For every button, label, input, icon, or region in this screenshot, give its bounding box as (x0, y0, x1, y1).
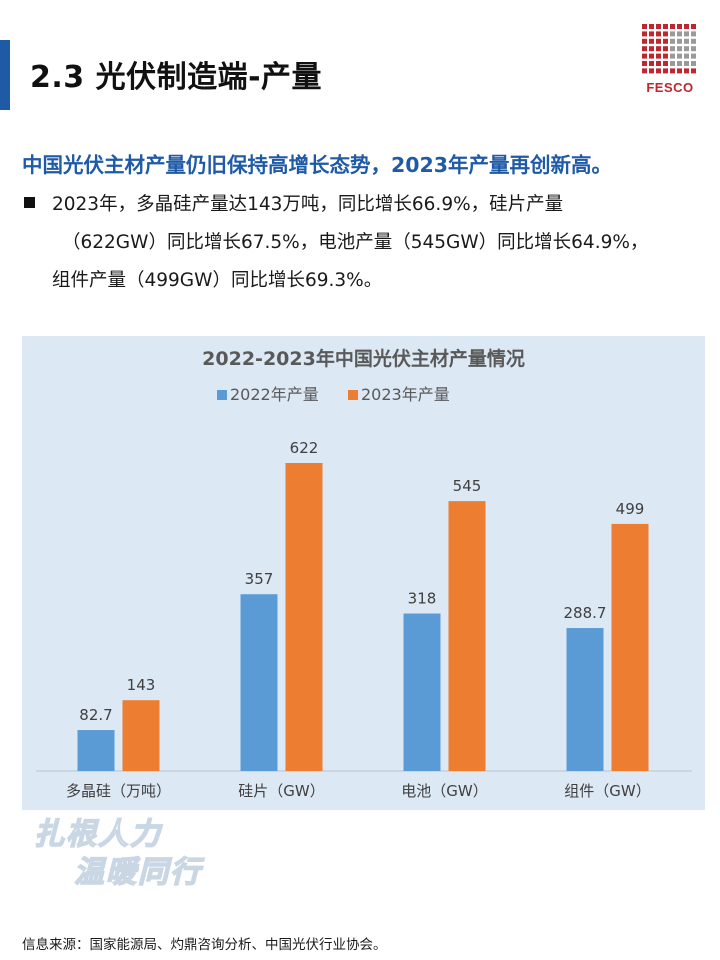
bar (611, 523, 649, 771)
data-label: 82.7 (79, 706, 112, 724)
logo-dot (677, 68, 682, 74)
bar (285, 463, 323, 771)
logo-dot (670, 53, 675, 59)
bar (122, 700, 160, 771)
bar (566, 628, 604, 771)
logo-dot (642, 24, 647, 29)
category-label: 组件（GW） (564, 782, 650, 800)
logo-dot (642, 53, 647, 59)
logo-dot (663, 31, 668, 37)
category-label: 多晶硅（万吨） (66, 782, 171, 800)
logo-dot (691, 24, 696, 29)
watermark-line-2: 温暖同行 (74, 855, 205, 890)
fesco-logo: FESCO (642, 24, 698, 95)
logo-dot (649, 24, 654, 29)
logo-dot (691, 31, 696, 37)
data-label: 545 (453, 477, 482, 495)
logo-dot (642, 46, 647, 52)
data-label: 622 (290, 439, 319, 457)
page-title: 2.3 光伏制造端-产量 (30, 60, 323, 95)
logo-dot (677, 24, 682, 29)
legend-label: 2023年产量 (361, 385, 450, 404)
logo-dot (656, 31, 661, 37)
logo-dot (663, 53, 668, 59)
logo-dot (642, 38, 647, 44)
logo-dot (670, 46, 675, 52)
bar-chart: 2022-2023年中国光伏主材产量情况 2022年产量 2023年产量 82.7 14… (36, 347, 692, 800)
data-label: 499 (616, 500, 645, 518)
logo-dot (691, 53, 696, 59)
logo-dot (677, 61, 682, 66)
logo-dot (656, 38, 661, 44)
data-label: 143 (127, 676, 156, 694)
logo-dot (642, 61, 647, 66)
bar (448, 501, 486, 771)
logo-dot (663, 38, 668, 44)
logo-dot (677, 46, 682, 52)
bullet-line-3: 组件产量（499GW）同比增长69.3%。 (52, 270, 383, 291)
legend-swatch (348, 390, 358, 400)
fesco-dot-grid-icon (642, 24, 696, 74)
logo-dot (663, 24, 668, 29)
logo-dot (642, 68, 647, 74)
logo-dot (649, 38, 654, 44)
category-label: 硅片（GW） (238, 782, 324, 800)
logo-text: FESCO (646, 80, 694, 95)
logo-dot (656, 53, 661, 59)
category-label: 电池（GW） (401, 782, 487, 800)
logo-dot (677, 38, 682, 44)
logo-dot (649, 61, 654, 66)
bar (240, 594, 278, 771)
logo-dot (649, 53, 654, 59)
logo-dot (670, 68, 675, 74)
legend-swatch (217, 390, 227, 400)
logo-dot (670, 31, 675, 37)
logo-dot (663, 61, 668, 66)
logo-dot (670, 61, 675, 66)
logo-dot (663, 68, 668, 74)
logo-dot (684, 53, 689, 59)
logo-dot (656, 46, 661, 52)
watermark: 扎根人力 温暖同行 (34, 816, 205, 890)
square-bullet-icon (24, 197, 35, 208)
data-label: 357 (245, 570, 274, 588)
headline: 中国光伏主材产量仍旧保持高增长态势，2023年产量再创新高。 (22, 153, 613, 177)
logo-dot (684, 68, 689, 74)
logo-dot (656, 24, 661, 29)
chart-title: 2022-2023年中国光伏主材产量情况 (202, 347, 525, 370)
bullet-paragraph: 2023年，多晶硅产量达143万吨，同比增长66.9%，硅片产量 （622GW）… (52, 186, 712, 300)
logo-dot (684, 31, 689, 37)
source-note: 信息来源：国家能源局、灼鼎咨询分析、中国光伏行业协会。 (22, 937, 387, 953)
data-label: 288.7 (564, 604, 607, 622)
data-label: 318 (408, 590, 437, 608)
logo-dot (691, 68, 696, 74)
logo-dot (677, 31, 682, 37)
logo-dot (670, 38, 675, 44)
logo-dot (677, 53, 682, 59)
logo-dot (663, 46, 668, 52)
logo-dot (656, 68, 661, 74)
watermark-line-1: 扎根人力 (34, 817, 163, 852)
bar (403, 613, 441, 771)
logo-dot (684, 46, 689, 52)
logo-dot (691, 61, 696, 66)
logo-dot (656, 61, 661, 66)
bullet-line-2: （622GW）同比增长67.5%，电池产量（545GW）同比增长64.9%， (62, 232, 649, 253)
bullet-line-1: 2023年，多晶硅产量达143万吨，同比增长66.9%，硅片产量 (52, 194, 564, 215)
logo-dot (691, 38, 696, 44)
logo-dot (649, 46, 654, 52)
chart-panel: 2022-2023年中国光伏主材产量情况 2022年产量 2023年产量 82.7 14… (22, 336, 705, 810)
logo-dot (642, 31, 647, 37)
legend-label: 2022年产量 (230, 385, 319, 404)
logo-dot (684, 24, 689, 29)
bar (77, 730, 115, 771)
logo-dot (649, 31, 654, 37)
accent-bar (0, 40, 10, 110)
logo-dot (684, 38, 689, 44)
logo-dot (684, 61, 689, 66)
logo-dot (649, 68, 654, 74)
logo-dot (670, 24, 675, 29)
logo-dot (691, 46, 696, 52)
